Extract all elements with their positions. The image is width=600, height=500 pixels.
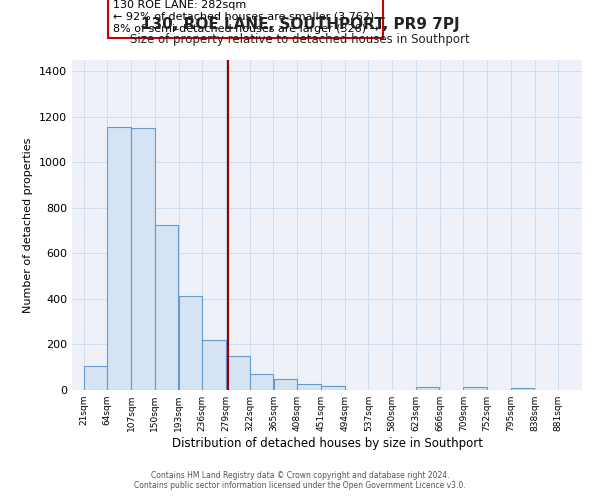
Bar	[416, 387, 439, 390]
Bar	[463, 388, 487, 390]
Y-axis label: Number of detached properties: Number of detached properties	[23, 138, 34, 312]
Bar	[321, 386, 344, 390]
Text: Contains HM Land Registry data © Crown copyright and database right 2024.
Contai: Contains HM Land Registry data © Crown c…	[134, 470, 466, 490]
Text: 130, ROE LANE, SOUTHPORT, PR9 7PJ: 130, ROE LANE, SOUTHPORT, PR9 7PJ	[140, 18, 460, 32]
Text: Size of property relative to detached houses in Southport: Size of property relative to detached ho…	[130, 32, 470, 46]
Bar	[155, 225, 178, 390]
X-axis label: Distribution of detached houses by size in Southport: Distribution of detached houses by size …	[172, 437, 482, 450]
Bar	[226, 356, 250, 390]
Bar	[511, 388, 535, 390]
Bar	[179, 296, 202, 390]
Bar	[298, 384, 321, 390]
Bar	[202, 340, 226, 390]
Bar	[274, 378, 297, 390]
Bar	[131, 128, 155, 390]
Text: 130 ROE LANE: 282sqm
← 92% of detached houses are smaller (3,762)
8% of semi-det: 130 ROE LANE: 282sqm ← 92% of detached h…	[113, 0, 379, 34]
Bar	[107, 127, 131, 390]
Bar	[250, 374, 274, 390]
Bar	[84, 366, 107, 390]
